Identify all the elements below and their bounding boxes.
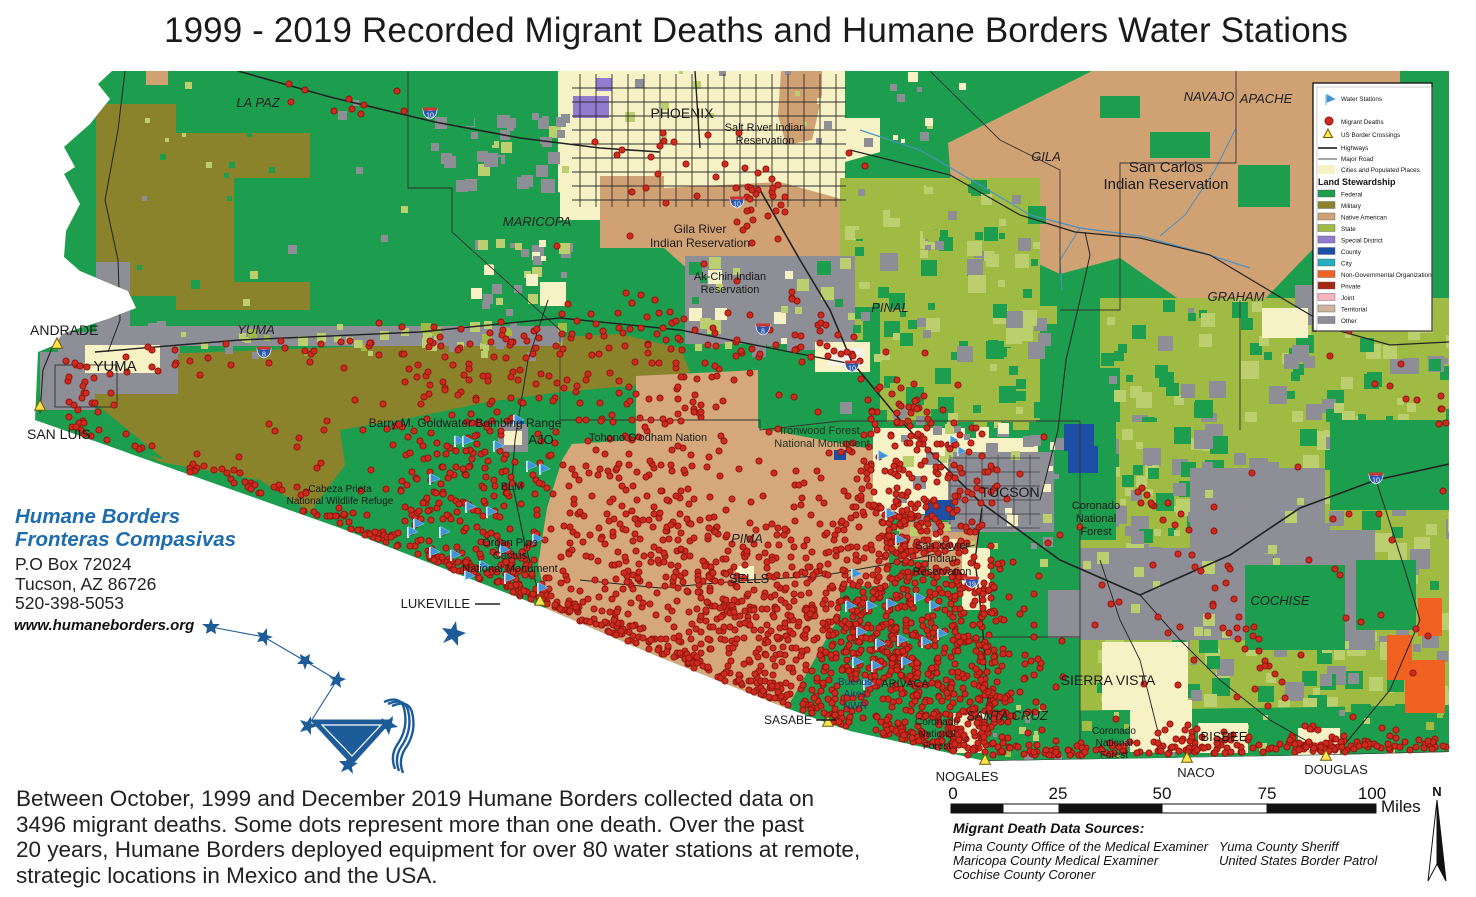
svg-text:Private: Private <box>1341 284 1361 291</box>
svg-text:Military: Military <box>1341 203 1362 210</box>
svg-text:25: 25 <box>1049 784 1068 803</box>
svg-text:Ak-Chin Indian: Ak-Chin Indian <box>694 271 766 283</box>
svg-text:N: N <box>1432 784 1441 799</box>
svg-text:YUMA: YUMA <box>93 358 136 375</box>
svg-text:Migrant Deaths: Migrant Deaths <box>1341 119 1384 126</box>
svg-text:Native American: Native American <box>1341 215 1387 222</box>
svg-text:ARIVACA: ARIVACA <box>881 678 929 690</box>
svg-text:APACHE: APACHE <box>1239 91 1293 106</box>
svg-text:10: 10 <box>733 201 741 208</box>
svg-text:100: 100 <box>1358 784 1386 803</box>
svg-text:Gila River: Gila River <box>674 222 727 236</box>
svg-text:Forest: Forest <box>1100 750 1129 761</box>
svg-text:10: 10 <box>848 365 856 372</box>
svg-text:BLM: BLM <box>501 481 524 493</box>
svg-text:Ironwood Forest: Ironwood Forest <box>780 425 859 437</box>
svg-text:Cactus: Cactus <box>493 550 528 562</box>
svg-text:Joint: Joint <box>1341 295 1355 302</box>
svg-text:Reservation: Reservation <box>913 566 972 578</box>
svg-text:DOUGLAS: DOUGLAS <box>1304 762 1368 777</box>
svg-text:Salt River Indian: Salt River Indian <box>725 122 806 134</box>
svg-text:8: 8 <box>262 351 266 358</box>
svg-text:Tohono O'odham Nation: Tohono O'odham Nation <box>589 432 707 444</box>
svg-text:Territorial: Territorial <box>1341 307 1367 314</box>
svg-text:Special District: Special District <box>1341 238 1383 245</box>
svg-text:Coronado: Coronado <box>915 717 959 728</box>
svg-text:75: 75 <box>1258 784 1277 803</box>
svg-text:BISBEE: BISBEE <box>1201 729 1248 744</box>
svg-text:Barry M. Goldwater Bombing Ran: Barry M. Goldwater Bombing Range <box>369 416 562 430</box>
svg-text:Indian: Indian <box>927 553 957 565</box>
svg-text:Cities and Populated Places: Cities and Populated Places <box>1341 167 1420 174</box>
svg-text:MARICOPA: MARICOPA <box>503 214 571 229</box>
svg-text:Forest: Forest <box>923 741 952 752</box>
svg-text:US Border Crossings: US Border Crossings <box>1341 132 1400 139</box>
svg-text:Indian Reservation: Indian Reservation <box>650 236 750 250</box>
svg-text:Cabeza Prieta: Cabeza Prieta <box>308 484 372 495</box>
svg-text:Aires: Aires <box>844 689 867 700</box>
svg-text:SAN LUIS: SAN LUIS <box>27 426 91 442</box>
svg-text:AJO: AJO <box>528 432 553 447</box>
svg-text:Coronado: Coronado <box>1092 726 1136 737</box>
svg-text:PINAL: PINAL <box>871 300 909 315</box>
svg-text:Reservation: Reservation <box>701 284 760 296</box>
svg-text:SIERRA VISTA: SIERRA VISTA <box>1061 672 1156 688</box>
svg-text:NACO: NACO <box>1177 765 1215 780</box>
svg-text:YUMA: YUMA <box>237 322 275 337</box>
svg-text:City: City <box>1341 261 1353 268</box>
svg-text:San Carlos: San Carlos <box>1129 159 1203 176</box>
svg-text:Indian Reservation: Indian Reservation <box>1103 176 1228 193</box>
svg-text:8: 8 <box>761 328 765 335</box>
svg-text:National Monument: National Monument <box>774 438 869 450</box>
svg-text:19: 19 <box>968 581 976 588</box>
svg-text:TUCSON: TUCSON <box>980 484 1039 500</box>
svg-text:Coronado: Coronado <box>1072 500 1120 512</box>
svg-text:Buenos: Buenos <box>838 677 872 688</box>
svg-text:Miles: Miles <box>1381 797 1421 816</box>
svg-text:NWR: NWR <box>843 701 867 712</box>
svg-text:SASABE: SASABE <box>764 713 812 727</box>
svg-text:ANDRADE: ANDRADE <box>30 322 98 338</box>
svg-text:NAVAJO: NAVAJO <box>1184 89 1235 104</box>
svg-text:National: National <box>1076 513 1116 525</box>
svg-text:PIMA: PIMA <box>731 531 763 546</box>
svg-text:50: 50 <box>1153 784 1172 803</box>
svg-text:State: State <box>1341 226 1356 233</box>
svg-text:County: County <box>1341 249 1362 256</box>
svg-text:LUKEVILLE: LUKEVILLE <box>401 596 471 611</box>
svg-text:10: 10 <box>1372 477 1380 484</box>
svg-text:Organ Pipe: Organ Pipe <box>482 537 538 549</box>
svg-text:Other: Other <box>1341 318 1357 325</box>
svg-text:Forest: Forest <box>1080 526 1111 538</box>
svg-text:Federal: Federal <box>1341 192 1362 199</box>
svg-text:Non-Governmental Organization: Non-Governmental Organization <box>1341 272 1432 279</box>
svg-text:COCHISE: COCHISE <box>1250 593 1310 608</box>
svg-text:San Xavier: San Xavier <box>915 540 969 552</box>
svg-text:SANTA CRUZ: SANTA CRUZ <box>966 708 1049 723</box>
svg-text:GRAHAM: GRAHAM <box>1207 289 1264 304</box>
svg-text:Water Stations: Water Stations <box>1341 96 1382 103</box>
svg-text:Reservation: Reservation <box>736 135 795 147</box>
svg-text:National: National <box>1096 738 1133 749</box>
svg-text:GILA: GILA <box>1031 149 1061 164</box>
svg-text:PHOENIX: PHOENIX <box>650 105 714 121</box>
svg-text:SELLS: SELLS <box>729 571 770 586</box>
svg-text:10: 10 <box>426 112 434 119</box>
svg-text:Major Road: Major Road <box>1341 156 1374 163</box>
svg-text:NOGALES: NOGALES <box>936 769 999 784</box>
svg-text:Highways: Highways <box>1341 145 1368 152</box>
svg-text:National: National <box>919 729 956 740</box>
svg-text:0: 0 <box>948 784 957 803</box>
svg-text:Land Stewardship: Land Stewardship <box>1318 177 1396 187</box>
svg-text:National Wildlife Refuge: National Wildlife Refuge <box>287 496 394 507</box>
svg-text:National Monument: National Monument <box>462 563 557 575</box>
svg-text:LA PAZ: LA PAZ <box>236 95 280 110</box>
